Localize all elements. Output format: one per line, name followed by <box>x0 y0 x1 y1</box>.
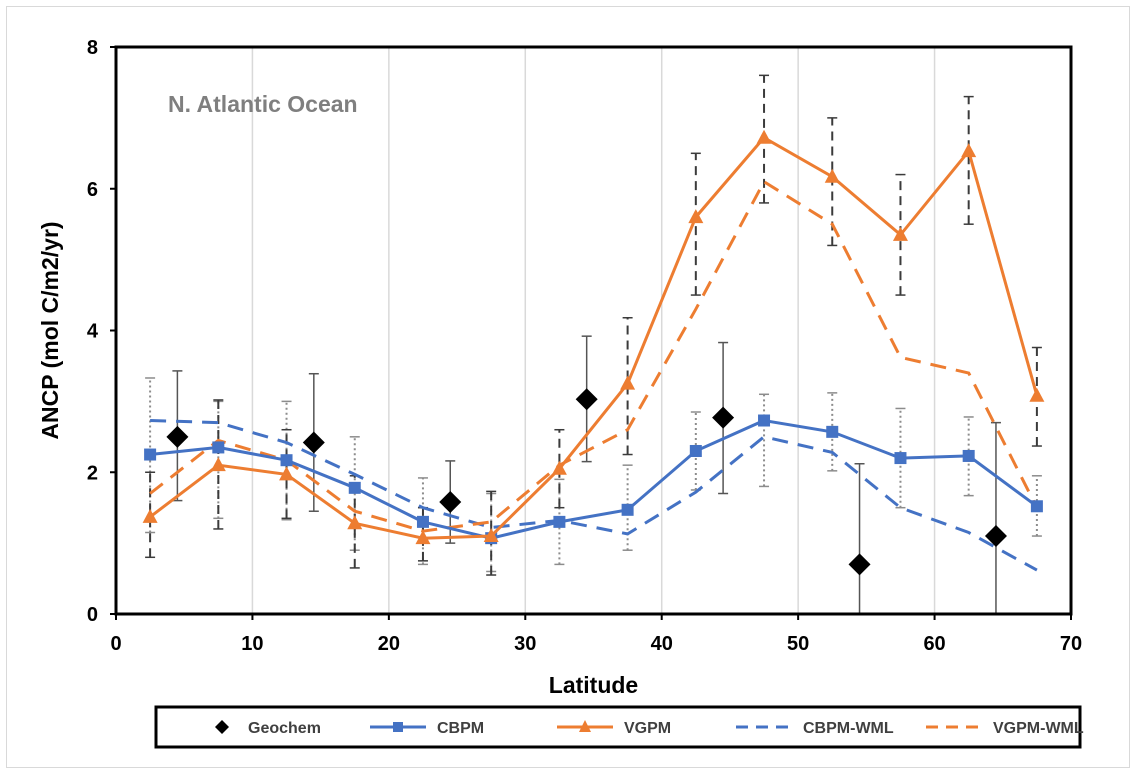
legend-label: CBPM-WML <box>803 720 894 737</box>
vgpm-point <box>620 375 636 390</box>
x-tick-label: 30 <box>514 633 536 655</box>
legend-entry: VGPM-WML <box>926 720 1084 737</box>
geochem-point <box>439 491 462 514</box>
geochem-point <box>848 553 871 576</box>
legend-entry: CBPM-WML <box>736 720 894 737</box>
y-tick-label: 4 <box>87 321 99 343</box>
geochem-point <box>984 525 1007 548</box>
vgpm-point <box>142 508 158 523</box>
cbpm-wml-line <box>150 419 1038 572</box>
y-tick-label: 8 <box>87 37 98 59</box>
x-tick-label: 50 <box>787 633 809 655</box>
x-axis-title: Latitude <box>549 672 638 698</box>
vgpm-point <box>210 457 226 472</box>
vgpm-point <box>892 226 908 241</box>
vgpm-point <box>483 528 499 543</box>
vgpm-wml-line <box>149 179 1039 533</box>
legend: Geochem CBPM VGPM CBPM-WML VGPM-WML <box>154 705 1084 749</box>
plot-border <box>114 45 1073 616</box>
legend-label: Geochem <box>248 720 321 737</box>
vgpm-point <box>961 143 977 158</box>
chart-frame <box>6 6 1130 768</box>
geochem-point <box>166 425 189 448</box>
geochem-point <box>712 406 735 429</box>
plot-area <box>116 47 1071 614</box>
legend-entry: VGPM <box>557 720 671 737</box>
x-tick-label: 40 <box>651 633 673 655</box>
legend-label: CBPM <box>437 720 484 737</box>
x-tick-label: 60 <box>923 633 945 655</box>
cbpm-point <box>1030 500 1043 513</box>
vgpm-line <box>149 135 1039 540</box>
vgpm-point <box>824 168 840 183</box>
legend-geochem-swatch <box>215 720 229 734</box>
y-axis-title: ANCP (mol C/m2/yr) <box>37 221 63 439</box>
legend-label: VGPM <box>624 720 671 737</box>
cbpm-point <box>280 454 293 467</box>
x-tick-label: 20 <box>378 633 400 655</box>
geochem-point <box>575 388 598 411</box>
x-tick-label: 10 <box>241 633 263 655</box>
annotation-label: N. Atlantic Ocean <box>168 91 358 117</box>
y-tick-label: 0 <box>87 604 98 626</box>
cbpm-point <box>212 441 225 454</box>
cbpm-point <box>416 515 429 528</box>
cbpm-point <box>348 481 361 494</box>
cbpm-point <box>962 449 975 462</box>
x-tick-label: 70 <box>1060 633 1082 655</box>
cbpm-point <box>758 414 771 427</box>
x-tick-label: 0 <box>110 633 121 655</box>
vgpm-point <box>347 515 363 530</box>
legend-entry: CBPM <box>370 720 484 737</box>
cbpm-point <box>144 448 157 461</box>
vgpm-point <box>415 530 431 545</box>
geochem-point <box>302 431 325 454</box>
legend-vgpm-swatch <box>579 720 591 732</box>
cbpm-point <box>621 503 634 516</box>
legend-entry: Geochem <box>215 720 321 737</box>
cbpm-point <box>689 444 702 457</box>
vgpm-point <box>688 209 704 224</box>
legend-label: VGPM-WML <box>993 720 1084 737</box>
vgpm-point <box>551 460 567 475</box>
vgpm-point <box>756 129 772 144</box>
legend-cbpm-swatch <box>393 722 403 732</box>
vgpm-point <box>1029 387 1045 402</box>
y-tick-label: 6 <box>87 179 98 201</box>
cbpm-line <box>149 418 1038 540</box>
cbpm-point <box>553 515 566 528</box>
cbpm-point <box>894 452 907 465</box>
vgpm-point <box>279 466 295 481</box>
cbpm-point <box>826 425 839 438</box>
y-tick-label: 2 <box>87 462 98 484</box>
